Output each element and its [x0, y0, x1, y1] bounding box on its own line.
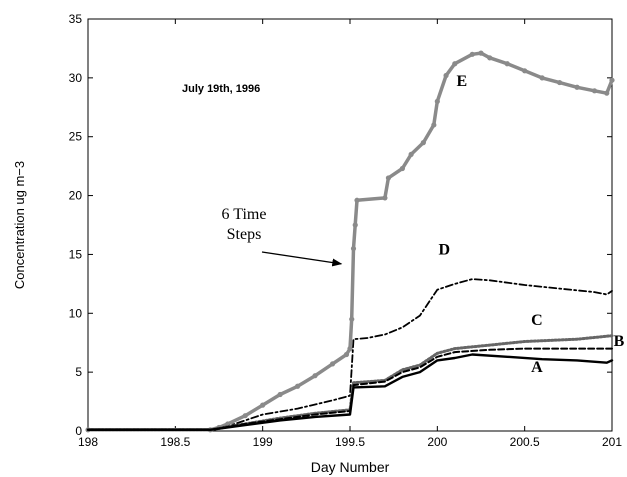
- annotation-text-line: Steps: [227, 226, 262, 243]
- y-tick-label: 10: [69, 306, 83, 320]
- series-point-e: [478, 50, 484, 56]
- series-point-e: [277, 391, 283, 398]
- y-tick-label: 20: [69, 189, 83, 203]
- y-tick-label: 15: [69, 247, 83, 261]
- series-point-e: [295, 383, 301, 389]
- x-tick-label: 200: [427, 435, 447, 449]
- series-point-e: [349, 316, 355, 322]
- x-tick-label: 198.5: [160, 435, 190, 449]
- series-point-e: [487, 55, 493, 61]
- y-tick-label: 30: [69, 71, 83, 85]
- annotation-arrow: [261, 251, 343, 267]
- series-point-e: [343, 351, 350, 358]
- x-tick-label: 198: [78, 435, 98, 449]
- series-point-e: [609, 77, 615, 83]
- series-point-e: [420, 140, 426, 146]
- x-axis-label: Day Number: [311, 459, 390, 475]
- series-point-e: [385, 175, 392, 181]
- series-point-e: [539, 75, 545, 81]
- series-point-e: [260, 402, 266, 408]
- y-tick-label: 25: [69, 130, 83, 144]
- series-point-e: [399, 165, 405, 172]
- series-point-e: [431, 122, 437, 128]
- series-point-e: [443, 72, 449, 79]
- date-note: July 19th, 1996: [182, 83, 260, 95]
- series-point-e: [354, 197, 360, 203]
- series-point-e: [591, 88, 598, 94]
- series-point-e: [352, 222, 358, 228]
- series-line-e: [86, 51, 614, 432]
- series-line-d: [87, 278, 613, 431]
- y-tick-label: 5: [75, 365, 82, 379]
- series-point-e: [329, 361, 336, 367]
- series-label-d: D: [439, 241, 451, 258]
- y-tick-label: 35: [69, 12, 83, 26]
- y-axis-label: Concentration ug m−3: [12, 161, 27, 289]
- series-point-e: [557, 79, 563, 86]
- series-point-e: [522, 68, 528, 74]
- series-point-e: [408, 151, 414, 157]
- series-label-c: C: [531, 312, 543, 329]
- series-line-a: [86, 353, 614, 431]
- series-label-a: A: [531, 359, 543, 376]
- x-tick-label: 199: [253, 435, 273, 449]
- series-point-e: [452, 61, 458, 67]
- x-tick-label: 201: [602, 435, 622, 449]
- series-label-e: E: [456, 73, 467, 90]
- x-tick-label: 200.5: [510, 435, 540, 449]
- series-point-e: [242, 413, 248, 419]
- series-point-e: [604, 90, 610, 96]
- series-point-e: [434, 98, 440, 104]
- series-point-e: [504, 61, 510, 67]
- series-point-e: [469, 51, 475, 57]
- series-point-e: [312, 373, 318, 379]
- series-label-b: B: [614, 333, 625, 350]
- x-tick-label: 199.5: [335, 435, 365, 449]
- series-point-e: [350, 245, 357, 252]
- series-point-e: [347, 346, 353, 352]
- series-point-e: [382, 195, 388, 201]
- series-point-e: [574, 84, 580, 90]
- annotation-text-line: 6 Time: [222, 206, 267, 223]
- y-tick-label: 0: [75, 424, 82, 438]
